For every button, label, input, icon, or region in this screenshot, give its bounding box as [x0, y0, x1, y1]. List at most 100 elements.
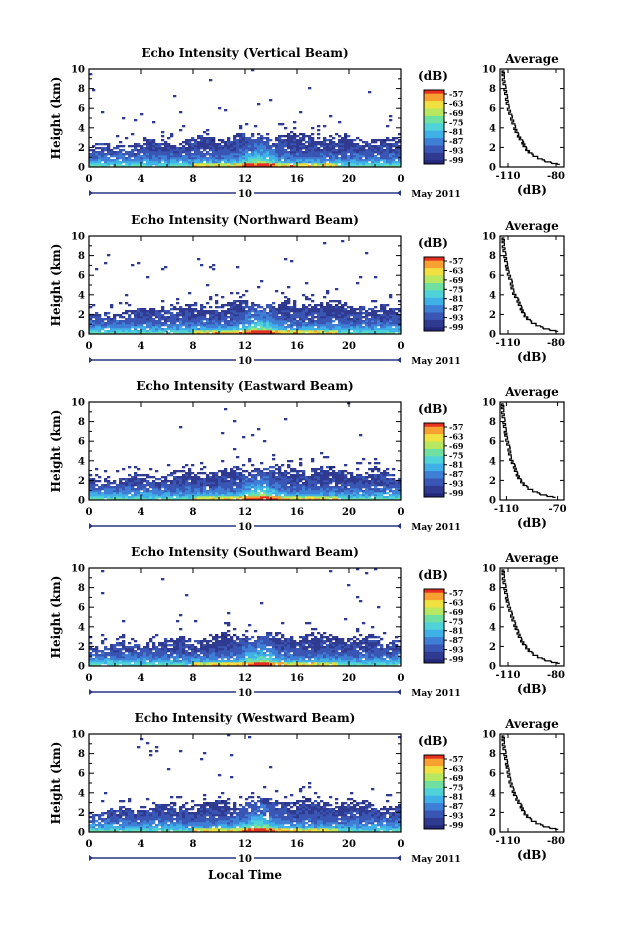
y-axis-label: Height (km): [49, 410, 63, 493]
colorbar-tick-label: -75: [449, 284, 463, 294]
average-y-tick-label: 4: [489, 622, 496, 633]
panel-3: Echo Intensity (Southward Beam) 0 2 4 6 8 10 He…: [49, 545, 565, 699]
average-y-tick-label: 0: [489, 330, 496, 341]
colorbar-title: (dB): [418, 568, 448, 582]
x-tick-label: 20: [342, 174, 356, 185]
colorbar-tick-label: -69: [449, 275, 464, 285]
average-y-tick-label: 4: [489, 123, 496, 134]
x-axis-label-local-time: Local Time: [208, 868, 282, 882]
colorbar-tick-label: -93: [449, 645, 464, 655]
y-tick-label: 2: [78, 310, 85, 321]
average-y-tick-label: 8: [489, 417, 496, 428]
panel-title: Echo Intensity (Northward Beam): [131, 213, 359, 227]
average-x-tick-label: -80: [547, 836, 565, 847]
average-x-tick-label: -80: [547, 171, 565, 182]
y-tick-label: 0: [78, 662, 85, 673]
average-x-tick-label: -110: [495, 670, 520, 681]
average-y-tick-label: 2: [489, 476, 496, 487]
panel-0: Echo Intensity (Vertical Beam) 0 2 4 6 8 10 Hei…: [49, 46, 565, 200]
x-tick-label: 20: [342, 507, 356, 518]
day-start-marker: [89, 855, 93, 861]
colorbar-tick-label: -75: [449, 616, 463, 626]
average-x-tick-label: -80: [547, 670, 565, 681]
x-tick-label: 12: [238, 507, 252, 518]
y-tick-label: 10: [71, 65, 85, 76]
y-tick-label: 8: [78, 583, 85, 594]
heatmap-field: [89, 69, 402, 168]
colorbar-tick-label: -81: [449, 460, 463, 470]
average-title: Average: [504, 219, 559, 233]
panel-2: Echo Intensity (Eastward Beam) 0 2 4 6 8 10 Hei…: [49, 379, 567, 533]
colorbar-tick-label: -93: [449, 313, 464, 323]
colorbar-tick-label: -87: [449, 303, 463, 313]
average-profile-panel: Average 0 2 4 6 8 10 -110 -80(dB): [482, 219, 565, 364]
average-x-tick-label: -80: [547, 338, 565, 349]
day-marker-label: 10: [238, 688, 252, 699]
colorbar-tick-label: -75: [449, 450, 463, 460]
day-start-marker: [89, 523, 93, 529]
average-x-label: (dB): [517, 848, 547, 862]
heatmap-field: [89, 402, 402, 501]
panel-title: Echo Intensity (Vertical Beam): [141, 46, 348, 60]
average-y-tick-label: 0: [489, 496, 496, 507]
colorbar-tick-label: -63: [449, 265, 464, 275]
date-label: May 2011: [411, 190, 460, 200]
x-tick-label: 8: [190, 341, 197, 352]
heatmap-field: [89, 240, 402, 335]
y-tick-label: 2: [78, 808, 85, 819]
average-y-tick-label: 2: [489, 808, 496, 819]
y-tick-label: 8: [78, 251, 85, 262]
day-start-marker: [89, 357, 93, 363]
colorbar-frame: [423, 89, 445, 165]
y-tick-label: 10: [71, 564, 85, 575]
average-y-tick-label: 4: [489, 788, 496, 799]
colorbar-tick-label: -81: [449, 127, 463, 137]
day-marker-label: 10: [238, 189, 252, 200]
average-profile-panel: Average 0 2 4 6 8 10 -110 -70(dB): [482, 385, 567, 530]
x-tick-label: 0: [86, 839, 93, 850]
x-tick-label: 12: [238, 174, 252, 185]
y-tick-label: 4: [78, 290, 85, 301]
y-tick-label: 0: [78, 163, 85, 174]
average-y-tick-label: 6: [489, 104, 496, 115]
panel-4: Echo Intensity (Westward Beam) 0 2 4 6 8 10 Hei…: [49, 711, 565, 865]
y-tick-label: 6: [78, 769, 85, 780]
average-y-tick-label: 10: [482, 232, 496, 243]
average-y-tick-label: 10: [482, 564, 496, 575]
average-y-tick-label: 6: [489, 271, 496, 282]
colorbar-title: (dB): [418, 236, 448, 250]
x-tick-label: 0: [398, 507, 405, 518]
average-y-tick-label: 0: [489, 662, 496, 673]
y-tick-label: 2: [78, 642, 85, 653]
x-tick-label: 20: [342, 839, 356, 850]
average-x-label: (dB): [517, 516, 547, 530]
colorbar-frame: [423, 256, 445, 332]
heatmap-field: [89, 568, 402, 667]
average-profile-panel: Average 0 2 4 6 8 10 -110 -80(dB): [482, 52, 565, 197]
colorbar: (dB)-57-63-69-75-81-87-93-99: [418, 402, 464, 498]
x-tick-label: 8: [190, 174, 197, 185]
colorbar-tick-label: -81: [449, 294, 463, 304]
average-y-tick-label: 2: [489, 310, 496, 321]
x-tick-label: 8: [190, 673, 197, 684]
average-profile-line: [501, 70, 560, 165]
x-tick-label: 0: [86, 341, 93, 352]
colorbar-tick-label: -87: [449, 801, 463, 811]
x-tick-label: 0: [398, 839, 405, 850]
colorbar-frame: [423, 588, 445, 664]
day-start-marker: [89, 190, 93, 196]
average-profile-line: [501, 569, 560, 664]
x-tick-label: 4: [138, 341, 145, 352]
y-tick-label: 10: [71, 398, 85, 409]
colorbar-tick-label: -87: [449, 136, 463, 146]
heatmap-field: [89, 734, 402, 833]
average-y-tick-label: 8: [489, 251, 496, 262]
average-y-tick-label: 8: [489, 583, 496, 594]
colorbar-tick-label: -93: [449, 811, 464, 821]
date-label: May 2011: [411, 689, 460, 699]
average-profile-line: [501, 735, 559, 830]
average-profile-panel: Average 0 2 4 6 8 10 -110 -80(dB): [482, 551, 565, 696]
average-y-tick-label: 0: [489, 828, 496, 839]
average-x-tick-label: -110: [495, 836, 520, 847]
average-y-tick-label: 6: [489, 769, 496, 780]
